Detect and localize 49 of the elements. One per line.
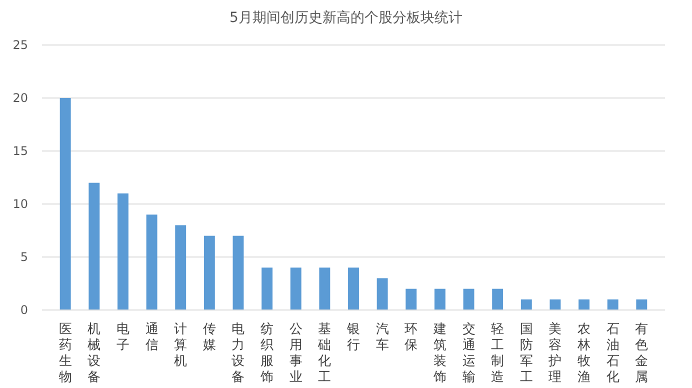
x-tick-label: 传媒 [202, 322, 216, 353]
x-tick-label: 国防军工 [520, 322, 533, 385]
bar [290, 268, 302, 310]
bar [607, 299, 618, 310]
bar [376, 278, 388, 310]
y-tick-label: 10 [12, 196, 28, 211]
bar [636, 299, 648, 310]
bar [434, 288, 446, 310]
bar [146, 214, 158, 310]
bar [118, 193, 128, 310]
bar [463, 288, 474, 310]
bar [578, 299, 590, 310]
x-tick-label: 环保 [404, 322, 418, 353]
x-tick-label: 医药生物 [58, 322, 72, 385]
x-tick-label: 美容护理 [548, 321, 562, 385]
x-tick-label: 计算机 [174, 322, 188, 369]
y-tick-label: 25 [12, 38, 28, 52]
y-tick-label: 0 [20, 302, 28, 317]
bar [88, 182, 100, 310]
x-tick-label: 纺织服饰 [260, 322, 274, 385]
x-tick-label: 机械设备 [88, 322, 101, 385]
x-tick-label: 银行 [346, 322, 360, 353]
x-tick-label: 通信 [145, 322, 158, 353]
x-tick-label: 石油石化 [606, 322, 620, 385]
bar [492, 288, 504, 310]
y-tick-label: 15 [12, 144, 28, 158]
y-tick-label: 5 [20, 250, 28, 264]
x-tick-label: 轻工制造 [491, 322, 504, 385]
bar [60, 98, 71, 310]
bar [406, 288, 417, 310]
x-tick-label: 公用事业 [289, 322, 302, 385]
y-tick-label: 20 [12, 90, 28, 105]
bar [204, 236, 215, 310]
bar [175, 225, 186, 310]
x-tick-label: 汽车 [376, 322, 389, 353]
bar [348, 268, 359, 310]
bar [520, 299, 532, 310]
x-tick-label: 电子 [116, 322, 130, 353]
chart-title: 5月期间创历史新高的个股分板块统计 [230, 10, 462, 26]
x-tick-label: 基础化工 [317, 322, 332, 385]
bar [319, 268, 330, 310]
x-tick-label: 有色金属 [635, 322, 648, 385]
x-tick-label: 农林牧渔 [576, 322, 591, 385]
bar [232, 236, 244, 310]
bar [550, 299, 561, 310]
x-tick-label: 电力设备 [232, 322, 245, 385]
x-tick-label: 交通运输 [462, 321, 476, 385]
bar [262, 268, 273, 310]
x-tick-label: 建筑装饰 [432, 322, 446, 385]
